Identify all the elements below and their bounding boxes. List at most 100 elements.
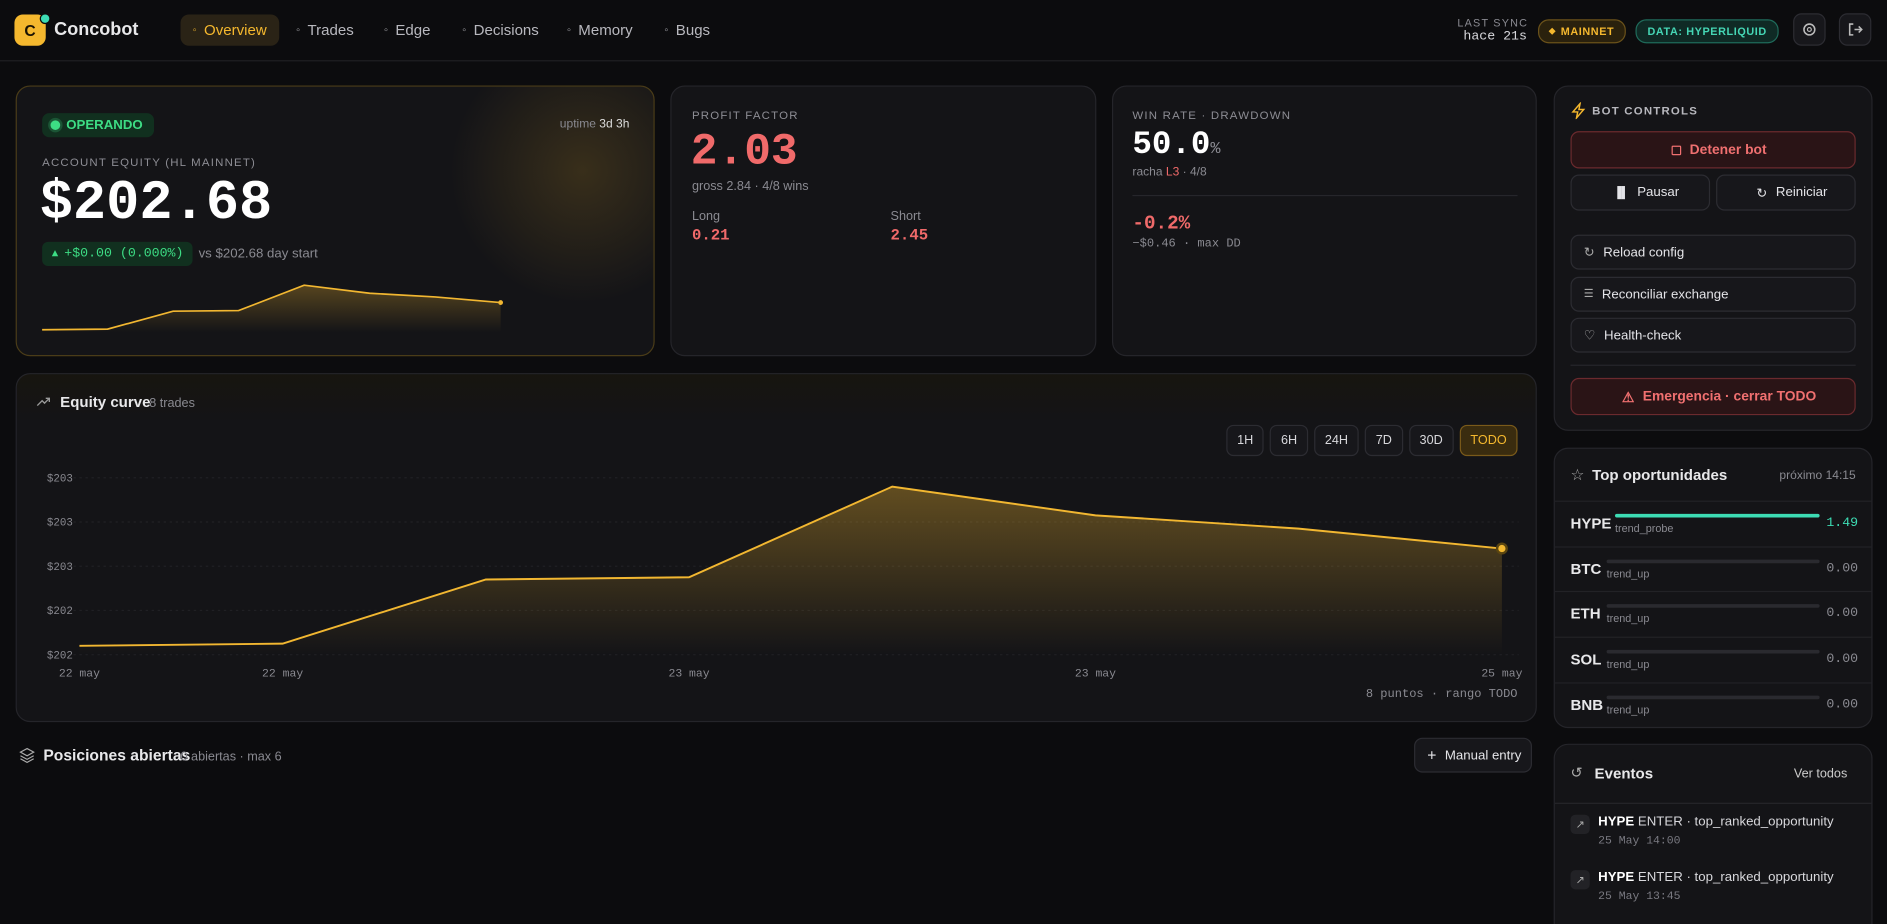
- emergency-button[interactable]: ⚠ Emergencia · cerrar TODO: [1570, 377, 1856, 416]
- range-button[interactable]: 30D: [1408, 424, 1454, 457]
- logo-dot: [39, 13, 51, 25]
- divider: [1132, 194, 1518, 197]
- bot-controls: BOT CONTROLS Detener bot ▐▌ Pausar ↻ Reini…: [1553, 85, 1873, 431]
- emergency-text: Emergencia · cerrar TODO: [1642, 389, 1817, 404]
- sync-value: hace 21s: [1463, 30, 1527, 45]
- line: [79, 485, 1502, 647]
- nav-text: Decisions: [473, 21, 539, 39]
- opportunity-row[interactable]: BNB trend_up 0.00: [1554, 682, 1872, 727]
- y-tick-label: $202: [47, 606, 73, 618]
- top-bar: [0, 0, 1887, 62]
- profit-card: PROFIT FACTOR 2.03 gross 2.84 · 4/8 wins…: [670, 85, 1097, 357]
- uptime-days: 3d: [599, 117, 613, 132]
- y-tick-label: $203: [47, 562, 73, 574]
- nav-item[interactable]: ◦ Edge: [372, 14, 443, 45]
- x-tick-label: 22 may: [59, 667, 100, 680]
- short-value: 2.45: [890, 226, 929, 245]
- event-time: 25 May 14:00: [1598, 833, 1681, 848]
- opportunity-row[interactable]: ETH trend_up 0.00: [1554, 591, 1872, 638]
- winrate-card: WIN RATE · DRAWDOWN 50.0% racha L3 · 4/8…: [1111, 85, 1537, 357]
- health-text: Health-check: [1604, 327, 1682, 343]
- nav-item[interactable]: ◦ Memory: [555, 14, 645, 45]
- strategy: trend_up: [1606, 703, 1650, 716]
- end-point: [1495, 542, 1508, 555]
- range-button[interactable]: TODO: [1459, 424, 1518, 457]
- range-button[interactable]: 7D: [1364, 424, 1403, 457]
- streak-rest: · 4/8: [1182, 166, 1207, 180]
- nav-item[interactable]: ◦ Bugs: [652, 14, 722, 45]
- coin: ETH: [1570, 605, 1601, 623]
- nav-item[interactable]: ◦ Overview: [180, 14, 279, 46]
- events-link[interactable]: Ver todos: [1793, 766, 1848, 782]
- equity-label: ACCOUNT EQUITY (HL MAINNET): [42, 156, 257, 170]
- gear-icon: [1803, 23, 1816, 36]
- stop-button[interactable]: Detener bot: [1570, 131, 1856, 169]
- nav-text: Bugs: [675, 21, 711, 39]
- logout-button[interactable]: [1838, 13, 1872, 46]
- range-button[interactable]: 6H: [1270, 424, 1308, 457]
- nav-item[interactable]: ◦ Trades: [284, 14, 366, 45]
- winrate-value: 50.0: [1132, 127, 1211, 164]
- health-button[interactable]: ♡ Health-check: [1570, 317, 1856, 353]
- nav-item[interactable]: ◦ Decisions: [450, 14, 551, 45]
- equity-card: OPERANDO uptime 3d 3h ACCOUNT EQUITY (HL…: [15, 85, 655, 357]
- reload-text: Reload config: [1603, 244, 1685, 260]
- streak-value: L3: [1165, 166, 1180, 180]
- event-row: ↗ HYPE ENTER · top_ranked_opportunity 25 M…: [1555, 868, 1872, 923]
- reconcile-button[interactable]: ☰ Reconciliar exchange: [1570, 276, 1856, 312]
- strategy: trend_probe: [1615, 522, 1674, 535]
- event-line: HYPE ENTER · top_ranked_opportunity: [1598, 815, 1833, 829]
- winrate-label: WIN RATE · DRAWDOWN: [1132, 109, 1292, 123]
- opportunity-row[interactable]: SOL trend_up 0.00: [1554, 636, 1872, 684]
- range-selector: 1H 6H 24H 7D 30D TODO: [1226, 424, 1518, 457]
- reload-button[interactable]: ↻ Reload config: [1570, 234, 1856, 270]
- y-tick-label: $203: [47, 473, 73, 485]
- pause-button[interactable]: ▐▌ Pausar: [1570, 174, 1711, 211]
- sparkline-end: [498, 300, 504, 305]
- manual-entry-button[interactable]: + Manual entry: [1414, 737, 1532, 773]
- data-text: DATA: HYPERLIQUID: [1647, 25, 1767, 38]
- nav-icon: ◦: [664, 23, 669, 37]
- score: 0.00: [1826, 697, 1859, 713]
- score: 0.00: [1826, 652, 1859, 667]
- pause-text: Pausar: [1637, 185, 1680, 200]
- change-text: +$0.00 (0.000%): [64, 246, 184, 262]
- event-coin: HYPE: [1598, 814, 1635, 830]
- restart-button[interactable]: ↻ Reiniciar: [1716, 174, 1856, 211]
- chart-subtitle: 8 trades: [149, 395, 195, 411]
- event-coin: HYPE: [1598, 870, 1635, 885]
- streak: racha L3 · 4/8: [1132, 166, 1206, 179]
- settings-button[interactable]: [1793, 13, 1826, 46]
- event-icon: ↗: [1570, 814, 1590, 834]
- range-button[interactable]: 1H: [1226, 424, 1265, 457]
- divider: [1554, 802, 1872, 804]
- chart: $203 $203 $203 $202 $202 22 may 22 may 23 may 23…: [47, 473, 1523, 680]
- strategy: trend_up: [1606, 567, 1650, 580]
- strategy: trend_up: [1606, 613, 1650, 626]
- coin: BTC: [1570, 560, 1602, 578]
- score-track: [1606, 559, 1820, 563]
- uptime-label: uptime: [559, 117, 596, 132]
- network-badge: ◆ MAINNET: [1537, 19, 1627, 44]
- coin: HYPE: [1570, 515, 1612, 532]
- score-track: [1606, 649, 1820, 654]
- winrate-unit: %: [1210, 139, 1221, 159]
- area: [79, 486, 1502, 655]
- equity-chart-card: Equity curve 8 trades 1H 6H 24H 7D 30D TODO $…: [15, 373, 1537, 723]
- nav-icon: ◦: [462, 23, 467, 37]
- profit-label: PROFIT FACTOR: [691, 109, 799, 123]
- opportunity-row[interactable]: HYPE trend_probe 1.49: [1554, 500, 1872, 548]
- range-button[interactable]: 24H: [1314, 424, 1359, 457]
- streak-label: racha: [1132, 166, 1163, 180]
- trend-icon: [36, 397, 51, 407]
- sparkline-area: [42, 285, 501, 333]
- long-label: Long: [691, 209, 721, 224]
- event-time: 25 May 13:45: [1598, 889, 1681, 903]
- x-tick-label: 23 may: [668, 667, 709, 680]
- opportunity-row[interactable]: BTC trend_up 0.00: [1554, 545, 1872, 593]
- chart-title: Equity curve: [60, 393, 151, 411]
- status-text: OPERANDO: [66, 117, 143, 133]
- logout-icon: [1848, 23, 1863, 36]
